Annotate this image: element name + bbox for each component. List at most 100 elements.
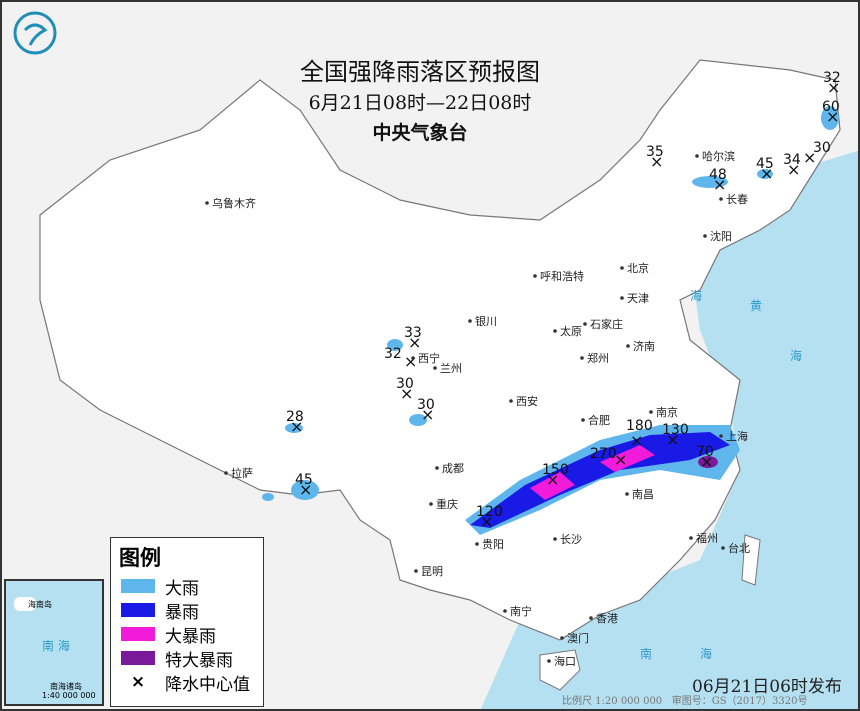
rain-center-value: 30	[396, 376, 414, 392]
city-dot	[509, 399, 513, 403]
city-label: 贵阳	[482, 538, 504, 551]
rain-center-mark: ×	[827, 78, 840, 97]
legend: 图例 大雨 暴雨 大暴雨 特大暴雨 × 降水中心值	[110, 537, 264, 707]
city-dot	[553, 329, 557, 333]
rain-center-mark: ×	[290, 417, 303, 436]
city-dot	[224, 471, 228, 475]
city-label: 海口	[554, 654, 576, 668]
sea-label: 海	[690, 288, 702, 303]
rain-center-mark: ×	[630, 431, 643, 450]
city-label: 拉萨	[231, 466, 253, 480]
city-label: 西宁	[418, 351, 440, 365]
city-label: 哈尔滨	[702, 149, 735, 163]
city-dot	[429, 502, 433, 506]
city-label: 福州	[696, 531, 718, 545]
rain-center-mark: ×	[700, 452, 713, 471]
rain-center-value: 48	[709, 167, 727, 183]
city-label: 昆明	[421, 565, 443, 578]
rain-center-value: 30	[417, 397, 435, 413]
legend-item-heavy-rainstorm: 大暴雨	[121, 622, 263, 647]
south-china-sea-inset: 海南岛 南 海 南海诸岛 1:40 000 000	[4, 579, 104, 706]
city-label: 台北	[728, 541, 750, 555]
inset-island-label: 海南岛	[28, 600, 52, 609]
city-dot	[583, 322, 587, 326]
sea-label: 海	[790, 348, 802, 363]
city-label: 上海	[726, 429, 748, 443]
city-dot	[625, 492, 629, 496]
sea-labels: 海黄海南海	[640, 288, 802, 661]
city-dot	[475, 542, 479, 546]
city-label: 石家庄	[590, 317, 623, 331]
rain-center-value: 33	[404, 325, 422, 341]
legend-item-heavy-rain: 大雨	[121, 574, 263, 599]
city-label: 北京	[627, 261, 649, 275]
rain-center-mark: ×	[404, 352, 417, 371]
rain-center-value: 35	[646, 144, 664, 160]
x-mark-icon: ×	[130, 672, 146, 692]
city-label: 南昌	[632, 488, 654, 501]
rain-center-value: 34	[783, 152, 801, 168]
legend-label: 降水中心值	[165, 674, 250, 695]
city-dot	[547, 659, 551, 663]
scale-text: 比例尺 1:20 000 000	[562, 696, 663, 707]
city-label: 重庆	[436, 497, 458, 511]
rain-center-value: 32	[823, 70, 841, 86]
logo-icon	[13, 11, 57, 55]
city-dot	[695, 154, 699, 158]
rain-areas	[262, 106, 839, 535]
rain-center-value: 32	[384, 346, 402, 362]
legend-label: 大暴雨	[165, 626, 216, 647]
map-title: 全国强降雨落区预报图	[300, 58, 540, 86]
city-label: 沈阳	[710, 229, 732, 243]
city-label: 太原	[560, 325, 582, 338]
rain-center-value: 45	[756, 156, 774, 172]
scale-and-map-number: 比例尺 1:20 000 000 审图号：GS（2017）3320号	[562, 692, 807, 707]
city-dot	[689, 536, 693, 540]
sea-label: 海	[700, 646, 712, 661]
city-dot	[580, 356, 584, 360]
city-dot	[433, 366, 437, 370]
city-label: 济南	[633, 339, 655, 353]
china-land	[39, 59, 841, 641]
sea-area	[480, 150, 860, 711]
rain-center-mark: ×	[614, 450, 627, 469]
city-dot	[649, 410, 653, 414]
city-label: 成都	[442, 462, 464, 475]
extreme-rain-area	[698, 456, 718, 468]
city-label: 呼和浩特	[540, 269, 584, 283]
legend-title: 图例	[119, 546, 161, 570]
city-label: 银川	[475, 314, 497, 328]
city-label: 兰州	[440, 362, 462, 375]
forecast-period: 6月21日08时—22日08时	[308, 92, 532, 114]
legend-label: 暴雨	[165, 602, 199, 623]
rain-center-mark: ×	[760, 164, 773, 183]
rain-center-mark: ×	[299, 480, 312, 499]
taiwan-island	[741, 534, 761, 586]
rain-center-mark: ×	[480, 512, 493, 531]
rain-center-mark: ×	[803, 148, 816, 167]
inset-islands-label: 南海诸岛	[50, 682, 82, 691]
city-label: 乌鲁木齐	[212, 196, 256, 210]
city-label: 南京	[656, 405, 678, 419]
rain-center-value: 150	[542, 462, 569, 478]
city-dot	[626, 344, 630, 348]
rain-center-mark: ×	[826, 107, 839, 126]
city-dot	[435, 466, 439, 470]
rain-center-mark: ×	[400, 384, 413, 403]
map-number: 审图号：GS（2017）3320号	[671, 696, 808, 707]
city-dot	[719, 434, 723, 438]
city-dot	[560, 636, 564, 640]
city-dot	[721, 546, 725, 550]
city-dot	[620, 266, 624, 270]
rainstorm-area	[470, 432, 730, 528]
city-dot	[503, 609, 507, 613]
agency-name: 中央气象台	[372, 122, 468, 144]
city-dot	[205, 201, 209, 205]
inset-sea-label: 南 海	[42, 639, 70, 653]
heavy-rainstorm-area	[530, 445, 655, 500]
city-dot	[581, 418, 585, 422]
city-label: 合肥	[588, 413, 610, 427]
rain-center-mark: ×	[713, 175, 726, 194]
city-dot	[553, 537, 557, 541]
